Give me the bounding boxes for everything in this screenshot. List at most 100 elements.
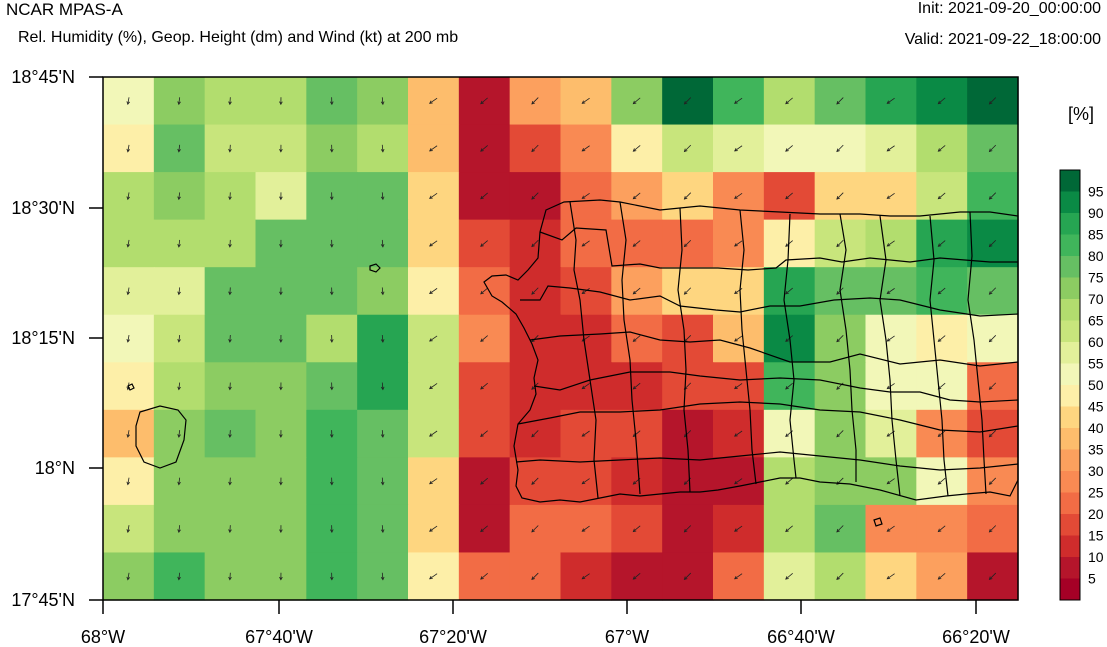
humidity-cell: [916, 124, 968, 173]
humidity-cell: [916, 172, 968, 221]
humidity-cell: [611, 219, 663, 268]
wind-arrow: [581, 192, 590, 199]
humidity-cell: [611, 457, 663, 506]
wind-arrow: [836, 525, 844, 533]
wind-arrow: [177, 572, 181, 581]
humidity-cell: [763, 409, 816, 458]
humidity-cell: [611, 504, 663, 554]
humidity-cell: [458, 267, 511, 316]
wind-arrow: [329, 287, 334, 296]
wind-arrow: [785, 382, 793, 390]
wind-arrow: [429, 335, 438, 342]
humidity-cell: [865, 504, 917, 554]
wind-arrow: [581, 573, 590, 580]
wind-arrow: [228, 572, 232, 581]
wind-arrow: [329, 382, 334, 391]
lon-label: 67°40'W: [245, 627, 313, 647]
municipality-boundaries: [127, 199, 1019, 527]
humidity-cell: [408, 552, 460, 601]
wind-arrow: [988, 382, 997, 390]
humidity-cell: [713, 457, 765, 506]
wind-arrow: [937, 287, 946, 295]
wind-arrow: [937, 525, 946, 533]
humidity-cell: [713, 124, 765, 173]
wind-arrow: [279, 525, 283, 534]
wind-arrow: [581, 525, 590, 532]
wind-arrow: [279, 430, 283, 438]
init-time: Init: 2021-09-20_00:00:00: [917, 0, 1101, 17]
humidity-cell: [713, 504, 765, 554]
wind-arrow: [480, 573, 488, 580]
humidity-cell: [814, 77, 867, 126]
wind-arrow: [581, 240, 590, 247]
wind-arrow: [279, 239, 283, 248]
lat-label: 18°15'N: [11, 328, 75, 348]
wind-arrow: [126, 430, 130, 438]
humidity-cell: [916, 457, 968, 506]
wind-arrow: [632, 573, 641, 580]
wind-arrow: [380, 144, 385, 153]
wind-arrow: [480, 430, 488, 438]
colorbar-swatch: [1060, 385, 1080, 407]
wind-arrow: [937, 430, 946, 438]
lon-label: 67°W: [605, 627, 649, 647]
colorbar-swatch: [1060, 277, 1080, 300]
wind-arrow: [177, 525, 181, 533]
colorbar-swatch: [1060, 449, 1080, 472]
wind-arrow: [734, 97, 743, 104]
wind-arrow: [581, 383, 590, 390]
wind-arrow: [380, 192, 385, 201]
wind-arrow: [886, 192, 895, 199]
wind-arrow: [329, 477, 334, 486]
humidity-cell: [408, 314, 460, 363]
colorbar-label: 70: [1088, 291, 1104, 307]
wind-arrow: [279, 382, 283, 391]
wind-arrow: [988, 239, 997, 248]
wind-arrow: [886, 240, 895, 247]
lon-label: 67°20'W: [419, 627, 487, 647]
wind-arrow: [228, 430, 232, 438]
map-frame: 18°45'N 18°30'N 18°15'N 18°N 17°45'N 68°W 67°4…: [11, 67, 1019, 647]
wind-arrow: [279, 287, 283, 296]
wind-arrow: [632, 145, 641, 152]
wind-arrow: [734, 192, 743, 199]
wind-arrow: [836, 144, 844, 153]
humidity-cell: [458, 504, 511, 554]
humidity-cell: [611, 124, 663, 173]
humidity-cell: [408, 172, 460, 221]
wind-arrow: [126, 525, 130, 533]
wind-arrow: [531, 287, 539, 295]
wind-arrow: [734, 430, 743, 437]
humidity-cell: [560, 362, 612, 411]
humidity-cell: [916, 314, 968, 363]
humidity-cell: [763, 77, 816, 126]
humidity-cell: [662, 77, 714, 126]
humidity-cell: [865, 314, 917, 363]
humidity-cell: [560, 124, 612, 173]
wind-arrow: [886, 335, 895, 342]
mona-island: [135, 405, 187, 469]
humidity-cell: [865, 77, 917, 126]
humidity-cell: [814, 314, 867, 363]
humidity-cell: [763, 457, 816, 506]
wind-arrow: [886, 478, 895, 485]
humidity-cell: [865, 124, 917, 173]
wind-arrow: [988, 144, 997, 153]
wind-arrow: [734, 335, 743, 342]
wind-arrow: [581, 478, 590, 485]
humidity-cell: [458, 314, 511, 363]
wind-arrow: [380, 477, 385, 486]
wind-arrow: [480, 240, 488, 247]
wind-arrow: [937, 145, 946, 152]
valid-time: Valid: 2021-09-22_18:00:00: [904, 31, 1101, 48]
humidity-cell: [713, 77, 765, 126]
wind-arrow: [177, 334, 181, 343]
wind-arrow: [380, 572, 385, 581]
wind-arrow: [126, 97, 130, 106]
humidity-cell: [814, 504, 867, 554]
wind-arrow: [988, 192, 997, 200]
humidity-cell: [560, 457, 612, 506]
humidity-cell: [662, 504, 714, 554]
humidity-cell: [967, 124, 1019, 173]
colorbar-swatch: [1060, 299, 1080, 321]
